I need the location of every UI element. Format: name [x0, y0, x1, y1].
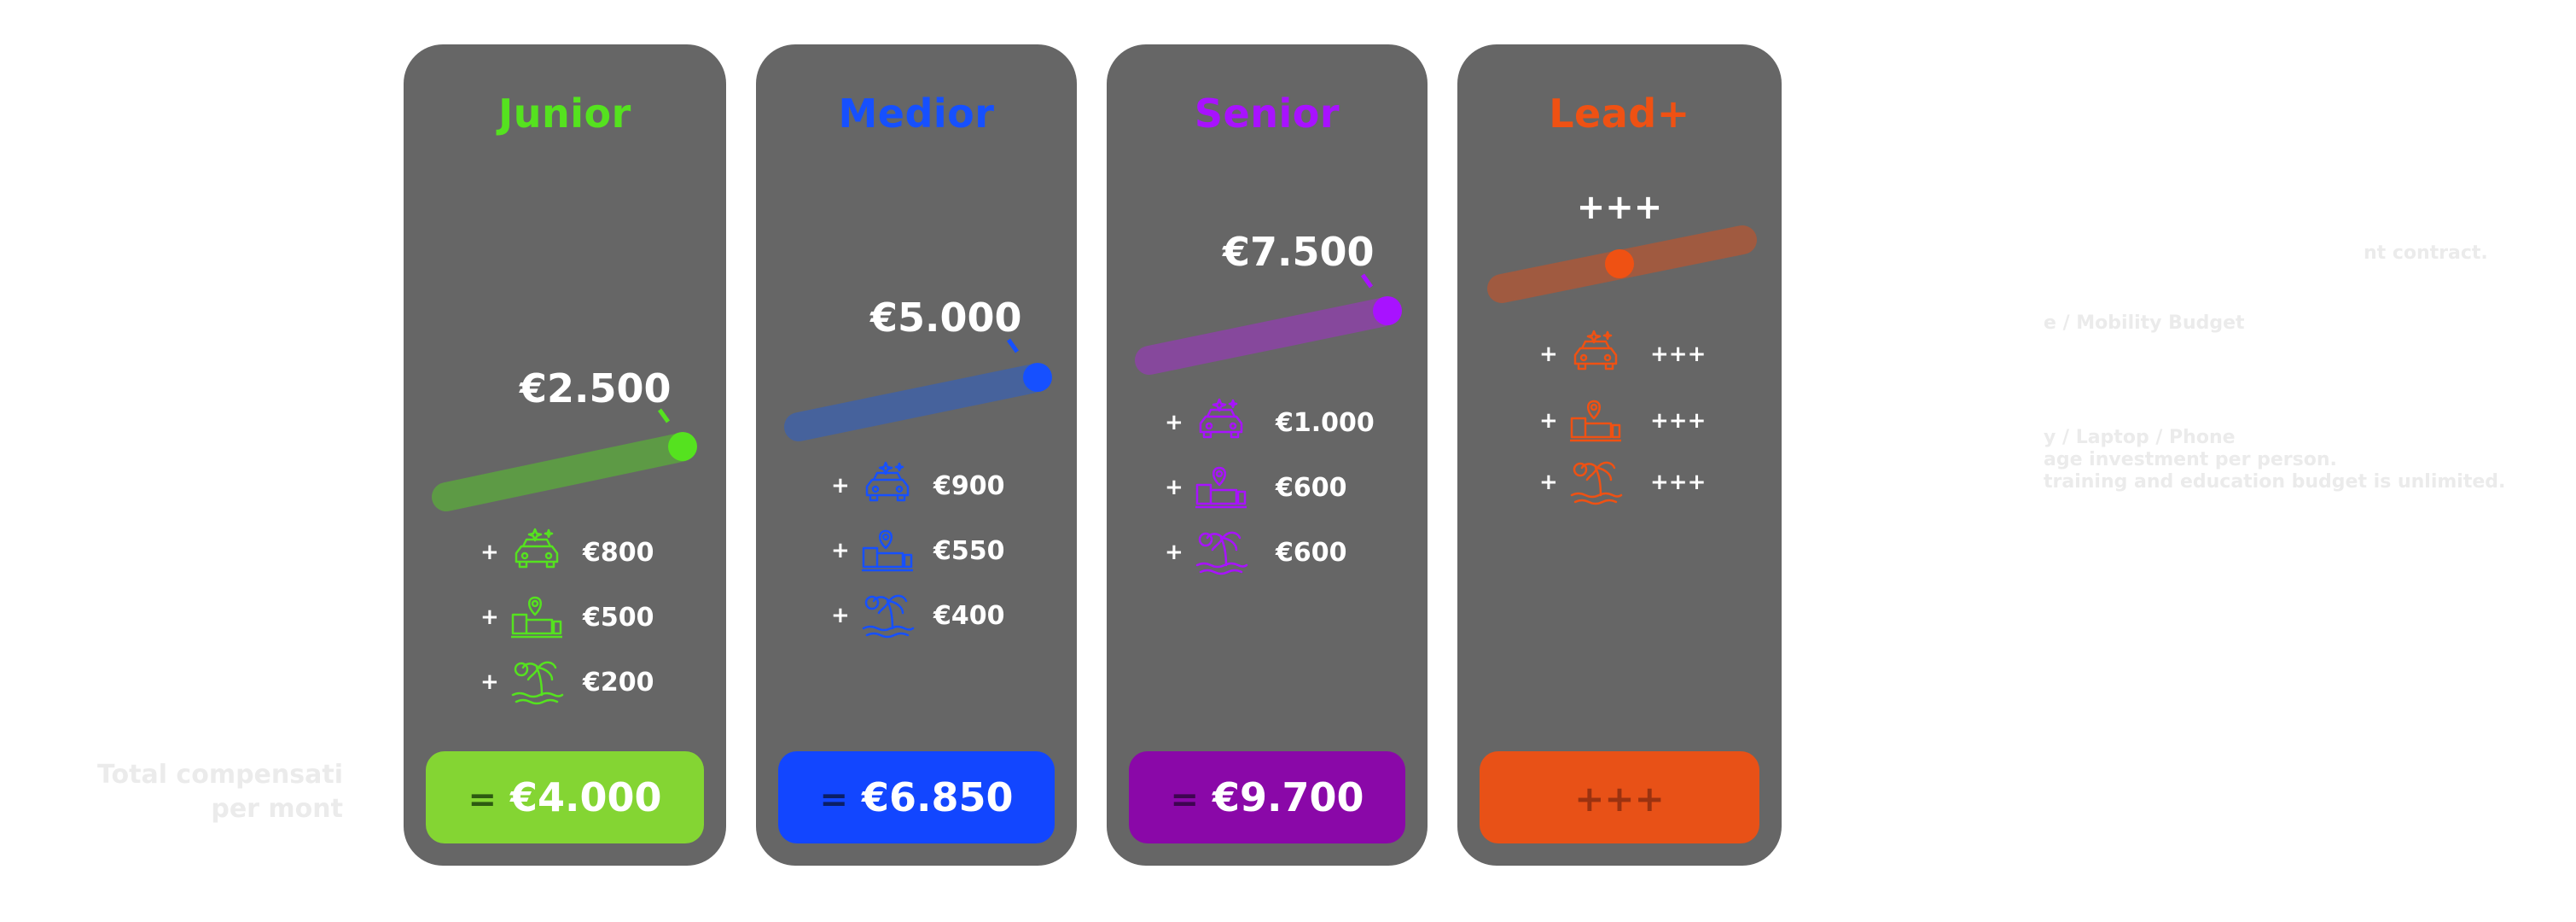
car-icon: [515, 528, 559, 569]
benefit-vacation: + €200: [404, 657, 726, 709]
notes-line-3: y / Laptop / Phone: [2044, 427, 2236, 448]
salary-slider[interactable]: [404, 44, 726, 866]
total-box: = €4.000: [426, 751, 704, 843]
slider-track: [432, 433, 695, 511]
benefit-value: €500: [583, 603, 654, 633]
card-title: Junior: [498, 90, 631, 137]
card-senior: Senior €7.500 + €1.000 + €600 + €600 = €9: [1107, 44, 1428, 866]
benefit-vacation: + +++: [1457, 458, 1782, 509]
total-value: +++: [1574, 778, 1665, 820]
card-lead: Lead+ +++ + +++ + +++ + +++ +++: [1457, 44, 1782, 866]
total-box: = €6.850: [778, 751, 1055, 843]
slider-handle: [668, 432, 697, 461]
benefit-home-office: + €600: [1107, 463, 1428, 514]
plus-sign: +: [480, 540, 499, 565]
equals-sign: =: [468, 780, 497, 820]
plus-sign: +: [1539, 470, 1558, 495]
slider-track: [1135, 298, 1396, 375]
equals-sign: =: [819, 780, 848, 820]
total-value: €4.000: [510, 774, 662, 820]
salary-label: €2.500: [520, 365, 672, 411]
car-icon: [865, 461, 910, 502]
total-compensation-label-line1: Total compensati: [97, 760, 343, 790]
home-office-icon: [1195, 466, 1247, 509]
plus-sign: +: [831, 538, 850, 563]
total-box: +++: [1480, 751, 1759, 843]
benefit-car: + €900: [756, 461, 1077, 512]
plus-sign: +: [1165, 475, 1183, 500]
benefit-home-office: + +++: [1457, 396, 1782, 447]
benefit-vacation: + €400: [756, 591, 1077, 642]
total-compensation-label: Total compensati per mont: [77, 758, 343, 826]
card-title: Medior: [838, 90, 995, 137]
vacation-palm-icon: [862, 594, 915, 639]
total-compensation-label-line2: per mont: [211, 794, 343, 824]
slider-pointer-tick: [1360, 273, 1374, 289]
benefit-car: + +++: [1457, 330, 1782, 381]
benefit-car: + €800: [404, 528, 726, 579]
plus-sign: +: [831, 473, 850, 499]
card-medior: Medior €5.000 + €900 + €550 + €400 = €6.8: [756, 44, 1077, 866]
benefit-value: €900: [933, 471, 1005, 501]
plus-sign: +: [480, 604, 499, 630]
slider-handle: [1605, 249, 1634, 278]
benefit-value: +++: [1650, 470, 1707, 495]
slider-pointer-tick: [1006, 338, 1020, 353]
benefit-value: €600: [1276, 538, 1347, 568]
benefit-value: €550: [933, 536, 1005, 566]
benefit-value: €1.000: [1276, 408, 1375, 438]
benefit-vacation: + €600: [1107, 528, 1428, 579]
total-value: €9.700: [1212, 774, 1364, 820]
total-value: €6.850: [862, 774, 1014, 820]
car-icon: [1199, 398, 1243, 439]
benefit-value: +++: [1650, 341, 1707, 367]
benefit-value: +++: [1650, 408, 1707, 434]
vacation-palm-icon: [1570, 461, 1623, 505]
plus-sign: +: [1165, 410, 1183, 435]
equals-sign: =: [1170, 780, 1199, 820]
salary-slider[interactable]: [1457, 44, 1782, 866]
plus-sign: +: [1539, 408, 1558, 434]
notes-line-5: training and education budget is unlimit…: [2044, 471, 2506, 493]
vacation-palm-icon: [511, 661, 564, 705]
vacation-palm-icon: [1195, 531, 1248, 575]
total-box: = €9.700: [1129, 751, 1405, 843]
home-office-icon: [1570, 400, 1621, 442]
benefit-value: €200: [583, 668, 654, 697]
home-office-icon: [862, 529, 913, 572]
plus-sign: +: [831, 603, 850, 628]
slider-track: [784, 365, 1045, 441]
salary-label: +++: [1576, 188, 1663, 227]
benefit-value: €800: [583, 538, 654, 568]
card-junior: Junior €2.500 + €800 + €500 + €200 = €4.0: [404, 44, 726, 866]
salary-slider[interactable]: [1107, 44, 1428, 866]
benefit-home-office: + €550: [756, 526, 1077, 577]
slider-pointer-tick: [657, 408, 671, 423]
benefit-value: €600: [1276, 473, 1347, 503]
plus-sign: +: [1539, 341, 1558, 367]
notes-line-4: age investment per person.: [2044, 449, 2337, 470]
notes-line-1: nt contract.: [2364, 242, 2488, 264]
notes-line-2: e / Mobility Budget: [2044, 312, 2245, 334]
home-office-icon: [511, 596, 562, 639]
slider-handle: [1373, 296, 1402, 325]
salary-slider[interactable]: [756, 44, 1077, 866]
card-title: Senior: [1194, 90, 1340, 137]
benefit-home-office: + €500: [404, 592, 726, 644]
salary-label: €7.500: [1223, 229, 1375, 275]
car-icon: [1573, 330, 1618, 371]
plus-sign: +: [480, 669, 499, 695]
salary-label: €5.000: [870, 295, 1022, 341]
card-title: Lead+: [1549, 90, 1690, 137]
plus-sign: +: [1165, 540, 1183, 565]
benefit-value: €400: [933, 601, 1005, 631]
benefit-car: + €1.000: [1107, 398, 1428, 449]
slider-handle: [1023, 363, 1052, 392]
